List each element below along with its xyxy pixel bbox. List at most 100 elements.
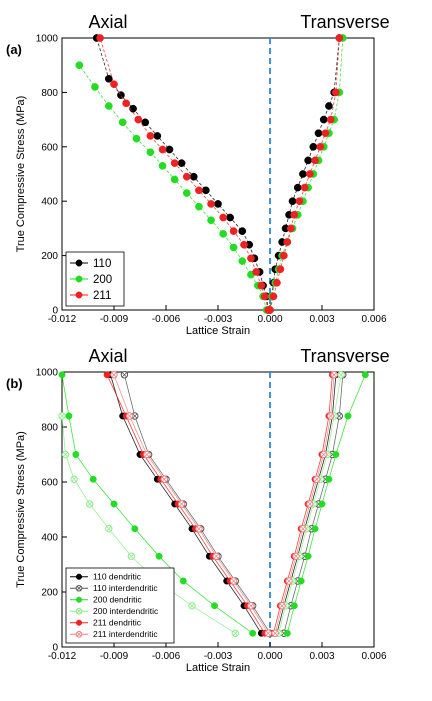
data-point-cross [128, 553, 134, 559]
data-point-cross [87, 501, 93, 507]
data-point-cross [144, 451, 150, 458]
y-tick-label: 0 [52, 643, 58, 654]
data-point [238, 227, 247, 235]
data-point [118, 118, 127, 127]
data-point [238, 257, 247, 265]
data-point [304, 552, 312, 560]
transverse-title: Transverse [300, 346, 389, 366]
x-tick-label: -0.012 [48, 314, 77, 325]
data-point [311, 525, 319, 533]
series-211 [96, 34, 344, 314]
data-point-cross [307, 501, 313, 507]
data-point [326, 115, 335, 124]
data-point [252, 268, 260, 276]
data-point [332, 88, 340, 97]
data-point [153, 132, 162, 140]
data-point [288, 197, 297, 206]
x-tick-label: -0.006 [152, 314, 181, 325]
data-point [89, 475, 97, 483]
y-axis-label: True Compressive Stress (MPa) [15, 431, 27, 588]
data-point [75, 61, 84, 70]
legend: 110 200 211 [65, 251, 125, 307]
data-point-cross [321, 451, 327, 458]
data-point [146, 132, 155, 140]
data-point [75, 619, 83, 626]
data-point-cross [272, 630, 278, 636]
data-point [321, 129, 330, 138]
y-tick-label: 200 [41, 588, 58, 599]
data-point [309, 142, 318, 151]
x-axis-label: Lattice Strain [186, 325, 250, 337]
data-point [219, 213, 228, 222]
data-point [332, 451, 340, 458]
data-point [247, 254, 255, 263]
data-point [182, 189, 191, 197]
data-point [141, 118, 150, 127]
x-tick-label: -0.003 [204, 651, 233, 662]
data-point-cross [161, 476, 167, 482]
data-point [65, 412, 73, 420]
data-point-cross [106, 526, 112, 532]
data-point [299, 170, 307, 178]
data-point-cross [213, 553, 219, 559]
data-point [155, 552, 163, 560]
data-point [211, 602, 218, 610]
series-line-axial [124, 374, 271, 634]
data-point [103, 371, 111, 379]
data-point [131, 525, 139, 533]
data-point-cross [300, 526, 306, 532]
data-point [170, 175, 179, 184]
data-point-cross [62, 451, 68, 458]
data-point [146, 148, 155, 157]
series-line-transverse [269, 37, 344, 311]
data-point-cross [248, 603, 254, 609]
data-point [75, 573, 83, 580]
data-point [314, 129, 323, 138]
data-point [276, 265, 285, 274]
series-line-axial [61, 374, 253, 634]
data-point [229, 227, 238, 235]
series-line-transverse [283, 374, 344, 634]
data-point [293, 183, 302, 192]
data-point [117, 91, 125, 99]
data-point-cross [59, 413, 65, 419]
data-point [182, 172, 191, 181]
legend-entry: 110 [93, 258, 111, 270]
x-tick-label: 0.003 [309, 314, 334, 325]
data-point [316, 142, 325, 151]
x-tick-label: 0.006 [361, 651, 386, 662]
data-point-cross [314, 476, 320, 482]
data-point [304, 156, 312, 165]
series-line-transverse [276, 374, 337, 634]
data-point [361, 371, 369, 379]
data-point [132, 134, 141, 143]
data-point-cross [76, 586, 82, 591]
y-tick-label: 400 [41, 197, 58, 208]
y-tick-label: 0 [52, 306, 58, 317]
data-point [91, 83, 99, 91]
panel-label: (b) [6, 376, 23, 391]
y-tick-label: 1000 [36, 34, 59, 45]
data-point-cross [132, 413, 138, 419]
data-point-cross [265, 630, 271, 636]
data-point [134, 115, 143, 124]
data-point-cross [336, 413, 342, 419]
data-point [202, 186, 210, 195]
y-axis-label: True Compressive Stress (MPa) [15, 96, 27, 253]
data-point [269, 292, 278, 301]
data-point [273, 278, 281, 287]
data-point-cross [279, 603, 285, 609]
data-point [286, 224, 295, 233]
data-point-cross [76, 632, 82, 637]
data-point [297, 577, 305, 585]
y-tick-label: 800 [41, 88, 58, 99]
data-point-cross [76, 609, 82, 614]
data-point [96, 34, 104, 42]
y-tick-label: 400 [41, 533, 58, 544]
y-tick-label: 200 [41, 251, 58, 262]
x-tick-label: 0.006 [361, 314, 386, 325]
x-tick-label: -0.003 [204, 314, 233, 325]
data-point [318, 500, 326, 508]
axial-title: Axial [88, 12, 127, 32]
